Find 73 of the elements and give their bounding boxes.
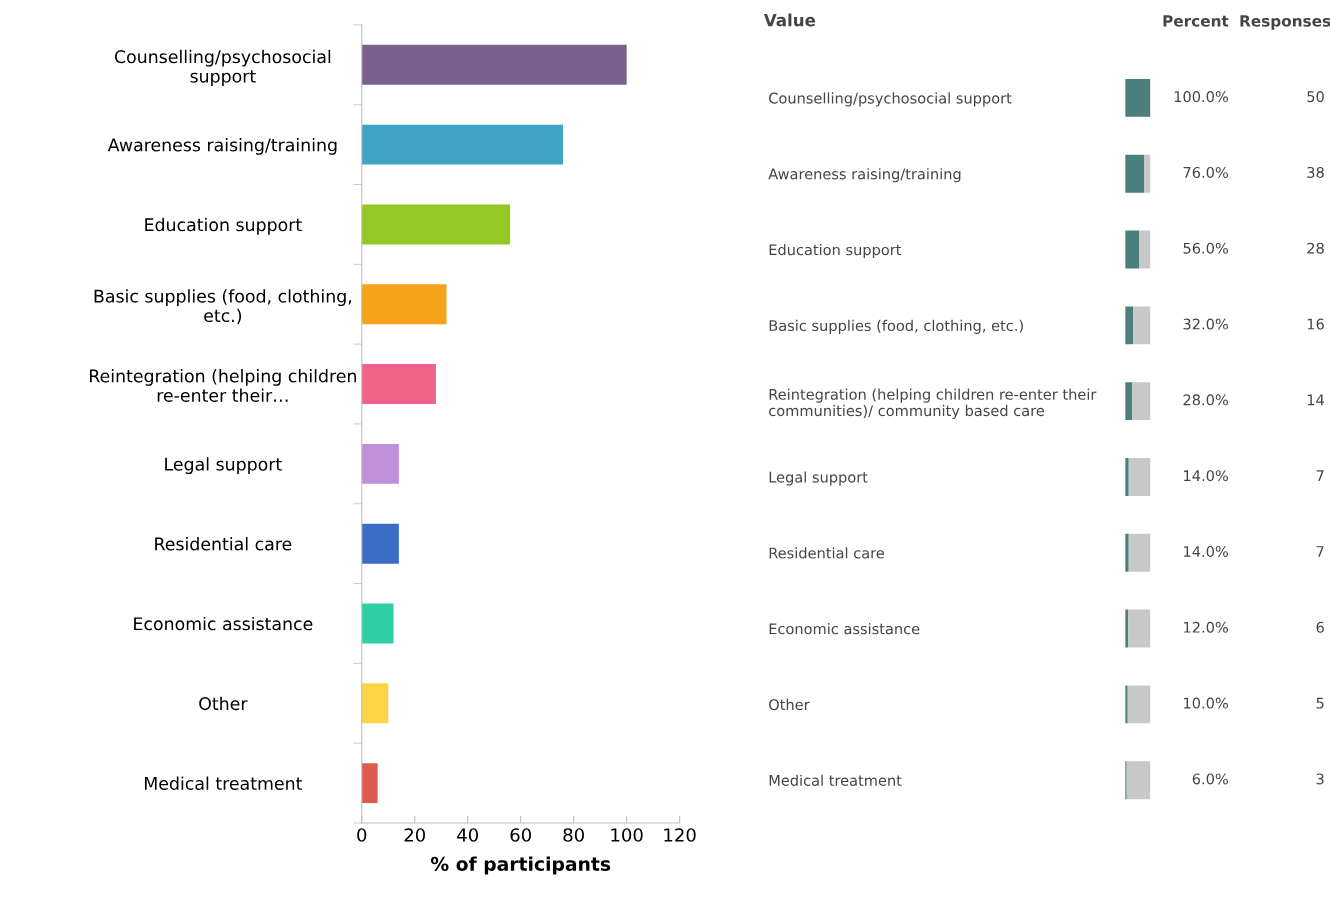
y-tick-label: Basic supplies (food, clothing, etc.) <box>94 289 352 325</box>
data-label: 14.0% <box>1184 545 1228 557</box>
x-tick-label: 0 <box>357 828 367 842</box>
data-label: 6.0% <box>1192 773 1228 785</box>
bar <box>361 683 389 724</box>
category-label: Basic supplies (food, clothing, etc.) <box>769 319 1023 334</box>
bar <box>1128 458 1151 496</box>
y-tick-label: Residential care <box>155 537 292 551</box>
y-tick-label: Medical treatment <box>145 776 303 790</box>
data-label: 14.0% <box>1184 470 1228 482</box>
category-label: Education support <box>769 243 902 259</box>
text: 7 <box>1316 546 1324 557</box>
category-label: Reintegration (helping children re-enter their communities)/ community based care <box>769 388 1097 419</box>
text: 5 <box>1316 697 1324 709</box>
y-tick-label: Awareness raising/training <box>107 138 337 155</box>
bar <box>361 364 436 405</box>
text: Responses <box>1240 15 1330 30</box>
bar <box>361 124 564 165</box>
bar <box>1128 533 1151 572</box>
text: 16 <box>1307 318 1324 330</box>
category-label: Counselling/psychosocial support <box>769 92 1012 107</box>
bar <box>1144 154 1151 193</box>
text: 3 <box>1316 773 1324 785</box>
bar <box>1125 154 1145 193</box>
bar <box>1132 382 1151 421</box>
bar <box>1127 685 1151 724</box>
bar <box>361 284 447 325</box>
text: 6 <box>1316 621 1324 633</box>
x-tick-label: 100 <box>611 828 643 842</box>
y-axis-title: Value <box>763 13 816 27</box>
data-label: 12.0% <box>1184 621 1228 633</box>
x-axis-title: % of participants <box>430 856 611 875</box>
x-tick-label: 60 <box>510 828 531 842</box>
text: 38 <box>1307 166 1324 178</box>
bar <box>361 443 399 484</box>
y-tick-label: Economic assistance <box>134 616 313 631</box>
bar <box>1133 306 1151 345</box>
y-tick-label: Education support <box>145 217 302 235</box>
text: 7 <box>1316 470 1324 481</box>
data-label: 56.0% <box>1183 242 1228 254</box>
category-label: Other <box>769 698 810 711</box>
category-label: Awareness raising/training <box>768 168 961 183</box>
bar <box>1139 230 1151 269</box>
text: 50 <box>1307 91 1324 103</box>
bar <box>1125 78 1151 117</box>
data-label: 28.0% <box>1183 394 1228 406</box>
bar <box>1125 230 1140 269</box>
text: Percent <box>1163 15 1229 27</box>
bar <box>1126 761 1151 800</box>
x-tick-label: 20 <box>404 828 426 842</box>
category-label: Medical treatment <box>769 774 902 786</box>
bar <box>361 763 378 804</box>
bar <box>361 44 627 85</box>
x-tick-label: 40 <box>457 828 479 842</box>
y-tick-label: Legal support <box>165 457 282 475</box>
x-tick-label: 120 <box>664 828 696 842</box>
data-label: 32.0% <box>1183 318 1228 330</box>
category-label: Residential care <box>769 547 885 559</box>
bar <box>361 204 511 245</box>
text: 14 <box>1307 394 1324 406</box>
bar <box>1128 609 1151 648</box>
text: 28 <box>1307 242 1324 254</box>
data-label: 76.0% <box>1183 166 1228 178</box>
x-tick-label: 80 <box>563 828 584 842</box>
y-tick-label: Other <box>199 696 248 711</box>
data-label: 10.0% <box>1184 697 1228 709</box>
bar <box>361 523 399 564</box>
data-label: 100.0% <box>1174 91 1228 103</box>
category-label: Legal support <box>769 471 868 486</box>
y-tick-label: Reintegration (helping children re-enter their… <box>89 369 356 402</box>
bar <box>361 603 394 644</box>
category-label: Economic assistance <box>769 623 920 635</box>
y-tick-label: Counselling/psychosocial support <box>114 49 331 87</box>
